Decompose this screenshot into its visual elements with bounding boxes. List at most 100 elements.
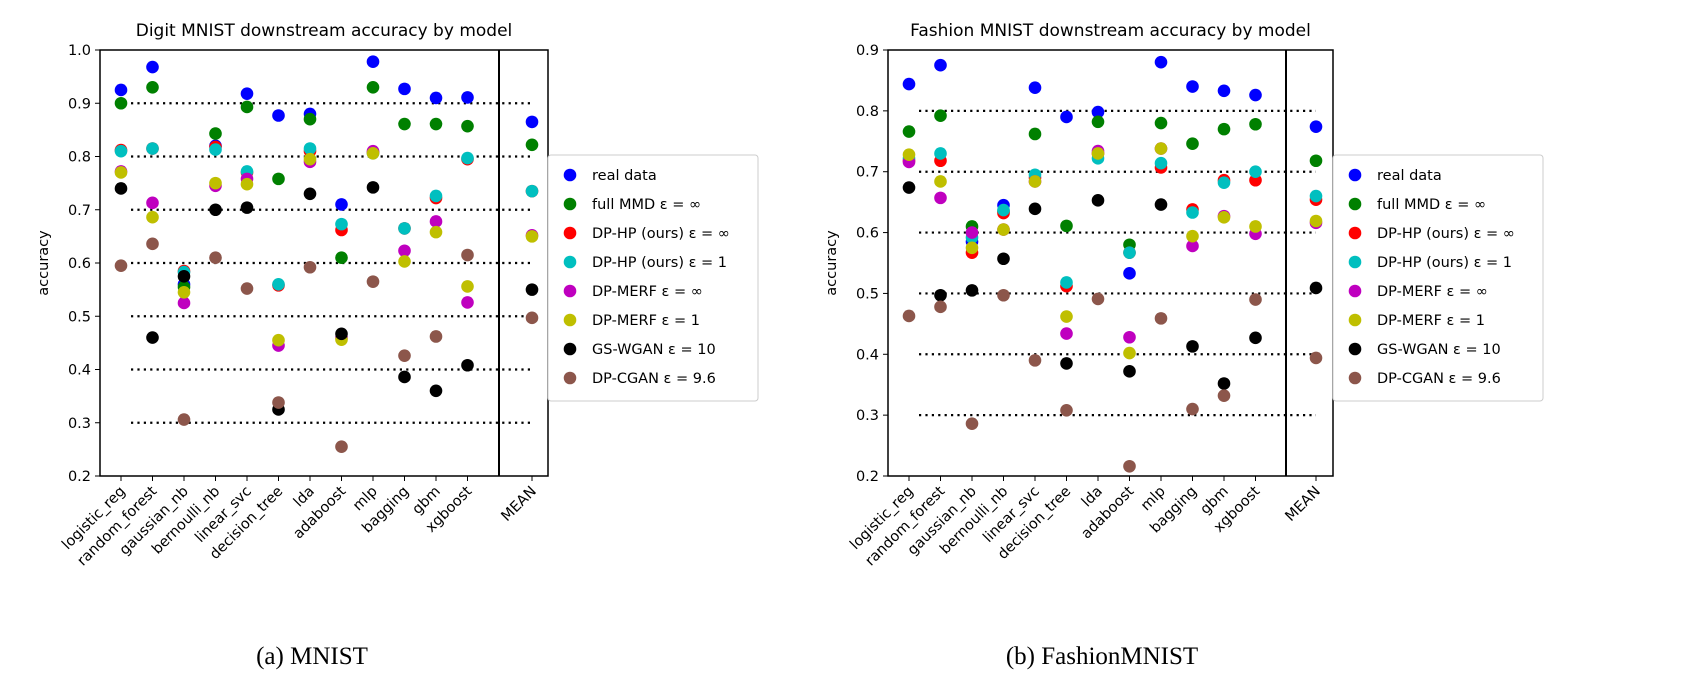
data-point bbox=[525, 230, 539, 243]
chart-title: Fashion MNIST downstream accuracy by mod… bbox=[910, 21, 1311, 41]
data-point bbox=[934, 300, 947, 314]
data-point bbox=[461, 91, 474, 104]
series-real-data bbox=[114, 55, 539, 291]
data-point bbox=[1123, 365, 1136, 378]
data-point bbox=[429, 117, 443, 131]
data-point bbox=[272, 333, 285, 347]
legend-marker bbox=[563, 226, 577, 240]
data-point bbox=[1060, 110, 1073, 124]
data-point bbox=[1249, 220, 1262, 233]
data-point bbox=[934, 109, 947, 123]
data-point bbox=[398, 117, 411, 131]
data-point bbox=[461, 296, 474, 309]
data-point bbox=[240, 100, 254, 114]
data-point bbox=[429, 189, 443, 203]
data-point bbox=[429, 384, 443, 398]
data-point bbox=[934, 175, 947, 188]
legend-marker bbox=[563, 197, 577, 211]
data-point bbox=[1060, 219, 1073, 233]
data-point bbox=[461, 151, 474, 165]
data-point bbox=[1123, 330, 1136, 344]
y-tick-label: 0.2 bbox=[856, 469, 879, 485]
data-point bbox=[335, 198, 348, 211]
data-point bbox=[146, 80, 159, 94]
data-point bbox=[965, 226, 979, 239]
data-point bbox=[934, 191, 947, 205]
data-point bbox=[303, 187, 317, 201]
data-point bbox=[1309, 214, 1323, 228]
data-point bbox=[1123, 346, 1136, 360]
y-tick-label: 0.4 bbox=[856, 347, 879, 363]
series-dp-hp-ours- bbox=[114, 140, 539, 292]
data-point bbox=[1123, 459, 1136, 473]
legend-marker bbox=[1348, 284, 1362, 298]
legend-label: DP-HP (ours) ε = ∞ bbox=[1377, 226, 1515, 242]
y-tick-label: 0.5 bbox=[68, 309, 91, 325]
data-point bbox=[965, 241, 979, 255]
data-point bbox=[177, 270, 191, 283]
data-point bbox=[272, 172, 285, 186]
legend-marker bbox=[1348, 168, 1362, 182]
data-point bbox=[335, 440, 348, 454]
chart-mnist: 0.2 0.3 0.4 0.5 0.6 0.7 0.8 0.9 1.0 accuracy Digit… bbox=[36, 21, 759, 569]
data-point bbox=[934, 58, 947, 72]
data-point bbox=[997, 223, 1010, 236]
data-point bbox=[335, 217, 348, 231]
data-point bbox=[1186, 402, 1199, 416]
series-dp-merf- bbox=[114, 144, 539, 352]
data-point bbox=[146, 142, 159, 155]
data-point bbox=[1060, 357, 1073, 370]
x-tick-label: MEAN bbox=[1282, 484, 1323, 525]
data-point bbox=[1123, 246, 1136, 259]
y-tick-label: 0.4 bbox=[68, 363, 91, 379]
legend-label: full MMD ε = ∞ bbox=[592, 197, 701, 213]
data-point bbox=[934, 147, 947, 160]
data-point bbox=[240, 282, 254, 295]
data-point bbox=[240, 201, 254, 214]
data-point bbox=[1217, 122, 1231, 136]
data-point bbox=[1186, 206, 1199, 219]
data-point bbox=[902, 125, 916, 138]
data-point bbox=[1186, 80, 1199, 93]
data-point bbox=[1154, 116, 1168, 130]
legend-marker bbox=[563, 255, 577, 269]
data-point bbox=[272, 109, 285, 122]
data-point bbox=[1028, 354, 1042, 367]
data-point bbox=[1186, 340, 1199, 353]
series-full-mmd- bbox=[114, 80, 539, 294]
data-point bbox=[335, 251, 348, 264]
data-point bbox=[177, 413, 191, 426]
legend-marker bbox=[1348, 226, 1362, 240]
data-point bbox=[398, 255, 411, 268]
legend-label: DP-MERF ε = 1 bbox=[592, 313, 700, 329]
series-real-data bbox=[902, 55, 1323, 280]
data-point bbox=[1091, 105, 1105, 119]
data-point bbox=[1309, 351, 1323, 365]
data-point bbox=[209, 143, 222, 156]
data-point bbox=[1091, 115, 1105, 129]
data-point bbox=[1028, 127, 1042, 141]
data-point bbox=[366, 275, 380, 288]
data-point bbox=[902, 148, 916, 161]
legend-label: GS-WGAN ε = 10 bbox=[592, 342, 716, 358]
legend-marker bbox=[563, 284, 577, 298]
y-tick-label: 0.3 bbox=[856, 408, 879, 424]
data-point bbox=[461, 248, 474, 262]
data-point bbox=[1154, 142, 1168, 155]
data-point bbox=[272, 278, 285, 291]
data-point bbox=[1217, 211, 1231, 224]
data-point bbox=[1154, 55, 1168, 69]
data-point bbox=[1217, 176, 1231, 189]
data-point bbox=[902, 309, 916, 323]
legend-marker bbox=[563, 371, 577, 385]
data-point bbox=[303, 112, 317, 126]
data-point bbox=[965, 417, 979, 430]
legend-box bbox=[1332, 154, 1544, 402]
legend-marker bbox=[1348, 197, 1362, 211]
data-point bbox=[1309, 154, 1323, 168]
data-point bbox=[997, 252, 1010, 266]
data-point bbox=[525, 138, 539, 152]
data-point bbox=[398, 82, 411, 96]
